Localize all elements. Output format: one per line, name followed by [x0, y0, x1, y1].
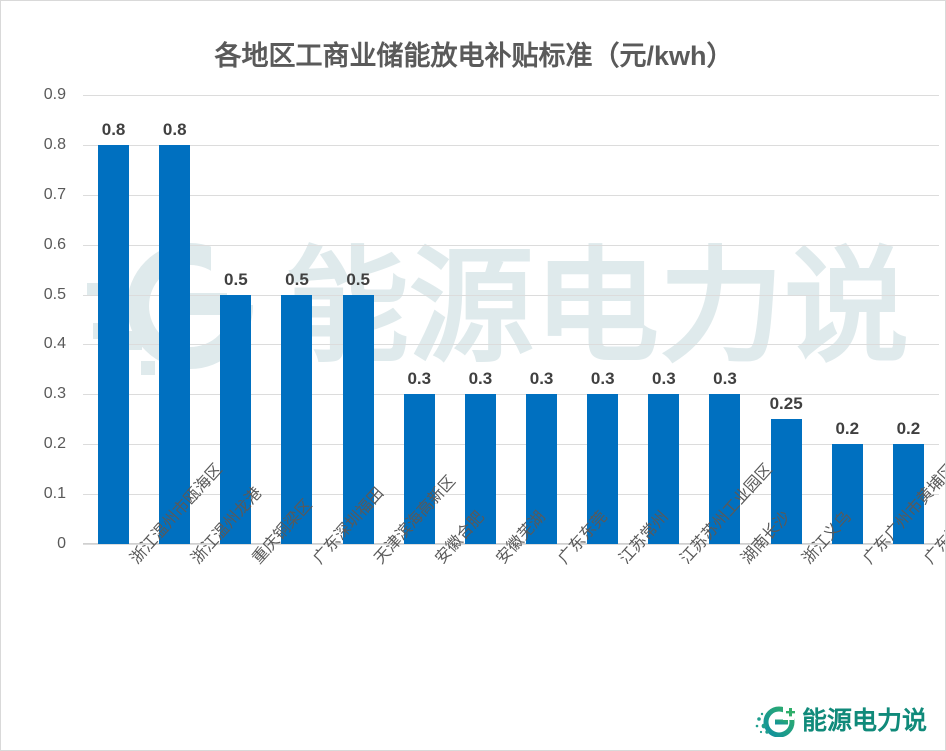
- x-axis-category-label: 浙江温州市瓯海区: [123, 461, 225, 568]
- y-axis-tick-label: 0.7: [43, 185, 66, 203]
- gridline: [83, 245, 939, 246]
- y-axis-tick-label: 0.1: [43, 485, 66, 503]
- bar-value-label: 0.5: [285, 269, 309, 289]
- bar-value-label: 0.3: [468, 369, 493, 389]
- chart-title: 各地区工商业储能放电补贴标准（元/kwh）: [214, 41, 734, 71]
- bar-value-label: 0.25: [769, 394, 803, 414]
- bar[interactable]: [342, 294, 374, 544]
- brand-name: 能源电力说: [801, 707, 927, 735]
- y-axis-tick-label: 0.3: [43, 385, 66, 403]
- bar[interactable]: [587, 394, 619, 544]
- plot-area: 0.8 0.8 0.5 0.5 0.5 0.3 0.3 0.3 0.3 0.3 0.3 0.25 0.2…: [83, 95, 939, 545]
- gridline: [83, 195, 939, 196]
- bar-group: 0.8: [83, 95, 144, 544]
- bar-group: 0.3: [389, 95, 450, 544]
- bar-value-label: 0.2: [896, 419, 921, 439]
- x-axis-line: [83, 543, 939, 544]
- bar-group: 0.3: [450, 95, 511, 544]
- bar-group: 0.25: [756, 95, 817, 544]
- x-axis-category-label: 安徽合肥: [432, 508, 489, 568]
- y-axis-tick-label: 0.5: [43, 285, 66, 303]
- x-axis-category-label: 广东深圳福田: [306, 485, 387, 568]
- y-axis-tick-label: 0.4: [43, 335, 66, 353]
- bar-value-label: 0.8: [101, 119, 126, 139]
- gridline: [83, 394, 939, 395]
- brand-e-icon: [755, 706, 795, 738]
- bar-group: 0.2: [878, 95, 939, 544]
- gridline: [83, 295, 939, 296]
- y-axis-tick-label: 0.9: [43, 86, 66, 103]
- x-axis-category-label: 广东东莞: [555, 508, 611, 568]
- bar[interactable]: [403, 394, 435, 544]
- bar-group: 0.2: [817, 95, 878, 544]
- gridline: [83, 494, 939, 495]
- bar-value-label: 0.3: [590, 369, 615, 389]
- y-axis-tick-label: 0.8: [43, 135, 66, 153]
- gridline: [83, 145, 939, 146]
- bar-group: 0.5: [266, 95, 327, 544]
- gridline: [83, 444, 939, 445]
- bar[interactable]: [98, 144, 130, 544]
- y-axis: 0.9 0.8 0.7 0.6 0.5 0.4 0.3 0.2 0.1 0: [1, 87, 75, 552]
- bar-group: 0.5: [328, 95, 389, 544]
- bar-value-label: 0.3: [529, 369, 554, 389]
- bar-value-label: 0.3: [713, 369, 737, 389]
- x-axis-category-label: 天津滨海高新区: [367, 473, 460, 568]
- bar-group: 0.3: [694, 95, 755, 544]
- x-axis-category-label: 广东深圳: [921, 508, 946, 568]
- x-axis: 浙江温州市瓯海区浙江温州龙港重庆铜梁区广东深圳福田天津滨海高新区安徽合肥安徽芜湖…: [83, 461, 946, 694]
- x-axis-category-label: 重庆铜梁区: [245, 497, 315, 568]
- bar[interactable]: [281, 294, 313, 544]
- bar-value-label: 0.3: [407, 369, 432, 389]
- bar[interactable]: [892, 444, 924, 544]
- y-axis-tick-label: 0.2: [43, 435, 66, 453]
- x-axis-category-label: 浙江温州龙港: [184, 485, 265, 568]
- brand-logo: 能源电力说: [753, 704, 927, 738]
- bar-value-label: 0.3: [652, 369, 676, 389]
- bar-group: 0.8: [144, 95, 205, 544]
- bar-value-label: 0.2: [835, 419, 860, 439]
- bar-group: 0.3: [572, 95, 633, 544]
- gridline: [83, 344, 939, 345]
- x-axis-category-label: 湖南长沙: [738, 508, 794, 568]
- x-axis-category-label: 江苏苏州工业园区: [673, 461, 775, 568]
- bar[interactable]: [770, 419, 802, 544]
- bar[interactable]: [648, 394, 680, 544]
- bar-value-label: 0.8: [162, 119, 187, 139]
- x-axis-category-label: 广东广州市黄埔区: [856, 461, 945, 568]
- bar-group: 0.3: [633, 95, 694, 544]
- x-axis-category-label: 江苏常州: [616, 508, 672, 568]
- bar[interactable]: [526, 394, 558, 544]
- bar-group: 0.3: [511, 95, 572, 544]
- bar-value-label: 0.5: [224, 269, 248, 289]
- bar[interactable]: [464, 394, 496, 544]
- bar-value-label: 0.5: [346, 269, 370, 289]
- gridline: [83, 95, 939, 96]
- gridline: [83, 544, 939, 545]
- x-axis-category-label: 浙江义乌: [799, 508, 856, 568]
- brand-logo-icon: [753, 705, 797, 738]
- bar[interactable]: [159, 144, 191, 544]
- y-axis-tick-label: 0: [57, 535, 66, 552]
- y-axis-tick-label: 0.6: [43, 235, 66, 253]
- bar[interactable]: [831, 444, 863, 544]
- x-axis-category-label: 安徽芜湖: [493, 508, 550, 568]
- bar[interactable]: [709, 394, 741, 544]
